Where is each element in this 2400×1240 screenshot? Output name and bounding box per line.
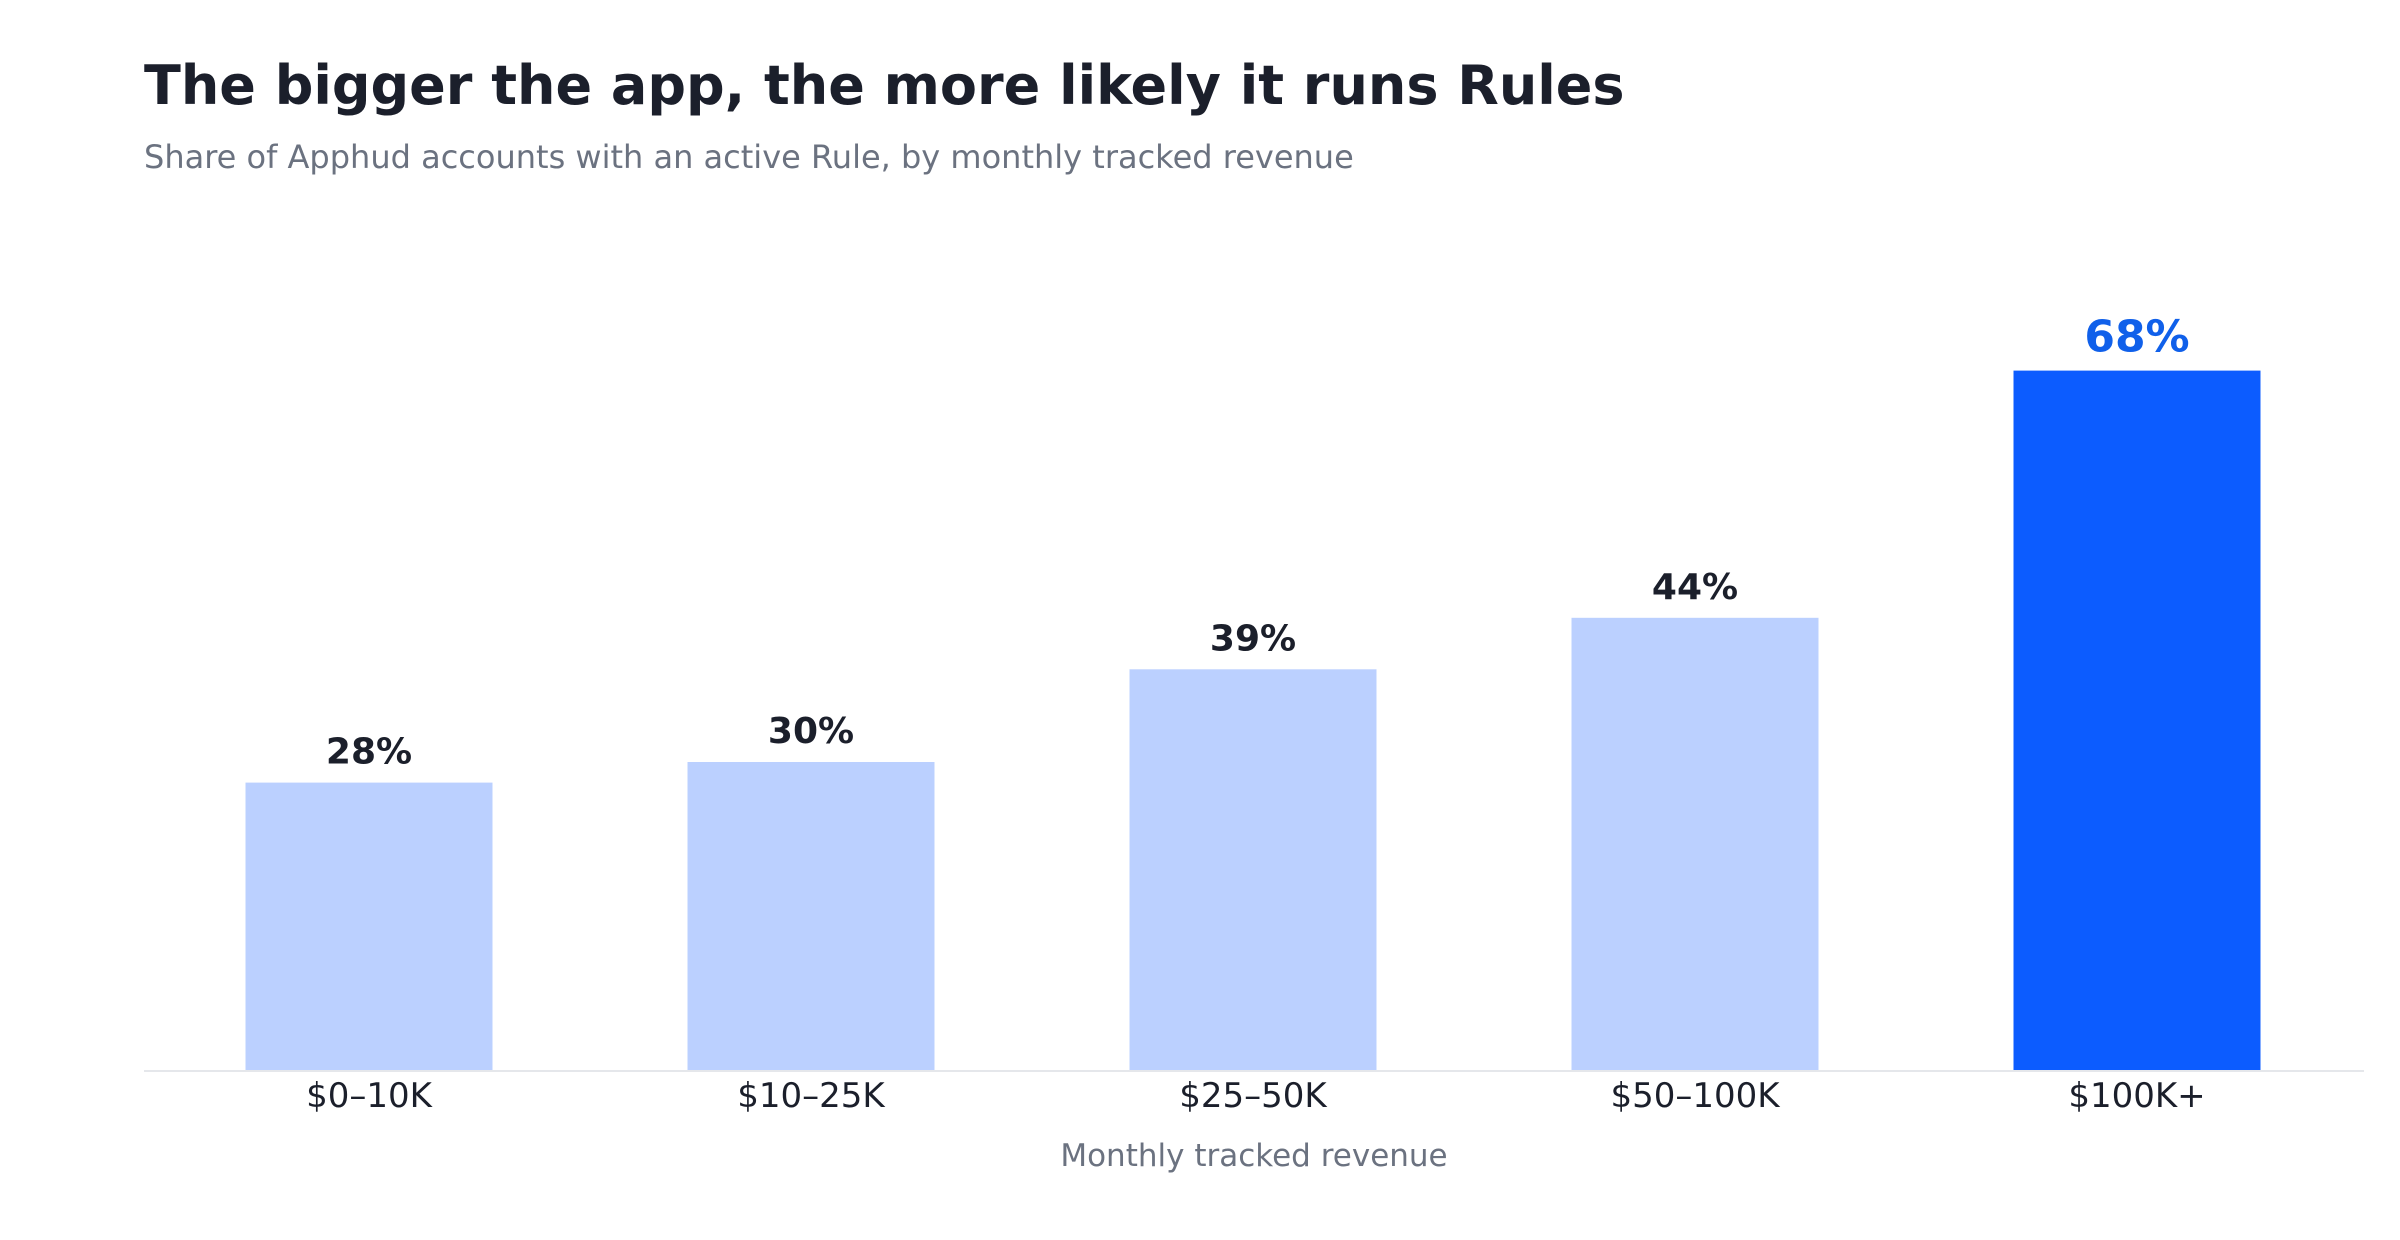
value-label-4: 68% — [2084, 312, 2189, 363]
bars-group — [245, 370, 2261, 1072]
bar-1 — [687, 762, 935, 1071]
x-tick-label-3: $50–100K — [1610, 1076, 1781, 1116]
x-tick-label-0: $0–10K — [306, 1076, 434, 1116]
value-labels-group: 28% 30% 39% 44% 68% — [326, 312, 2190, 773]
bar-0 — [245, 782, 493, 1071]
value-label-2: 39% — [1210, 618, 1296, 659]
x-tick-label-4: $100K+ — [2068, 1076, 2205, 1116]
bar-4 — [2013, 370, 2261, 1072]
value-label-1: 30% — [768, 711, 854, 752]
bar-2 — [1129, 669, 1377, 1071]
x-tick-labels: $0–10K $10–25K $25–50K $50–100K $100K+ — [306, 1076, 2206, 1116]
bar-3 — [1571, 617, 1819, 1071]
value-label-0: 28% — [326, 732, 412, 773]
value-label-3: 44% — [1652, 567, 1738, 608]
chart-subtitle: Share of Apphud accounts with an active … — [144, 138, 1354, 176]
x-axis-label: Monthly tracked revenue — [1060, 1138, 1447, 1174]
chart-title: The bigger the app, the more likely it r… — [144, 54, 1625, 117]
x-tick-label-1: $10–25K — [737, 1076, 886, 1116]
x-tick-label-2: $25–50K — [1179, 1076, 1328, 1116]
